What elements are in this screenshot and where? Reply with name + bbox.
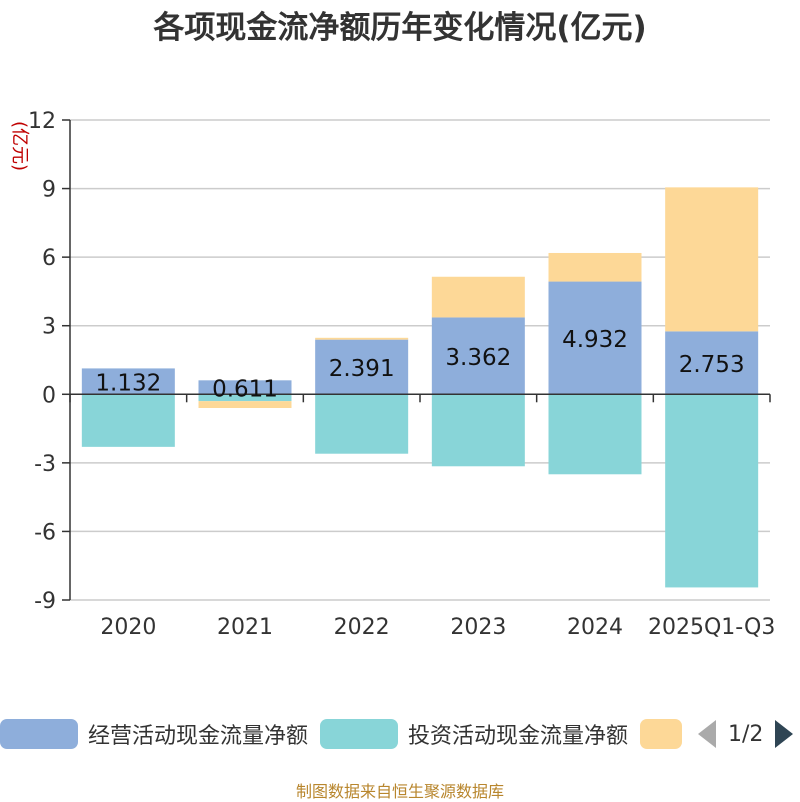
- data-label-operating: 3.362: [445, 345, 511, 371]
- legend: 经营活动现金流量净额 投资活动现金流量净额 1/2: [0, 716, 800, 756]
- y-tick-label: -9: [34, 589, 56, 614]
- grid-layer: [70, 119, 770, 601]
- legend-pager: 1/2: [698, 716, 794, 752]
- y-axis-unit-label: (亿元): [9, 121, 30, 171]
- legend-label-operating: 经营活动现金流量净额: [88, 724, 309, 749]
- bar-operating-2021: [198, 380, 292, 395]
- x-tick-label: 2022: [334, 615, 390, 640]
- y-tick-label: 6: [42, 246, 56, 271]
- y-tick-label: 9: [42, 178, 56, 203]
- data-label-operating: 4.932: [562, 327, 628, 353]
- y-tick-label: 3: [42, 315, 56, 340]
- bar-investing-2021: [198, 394, 292, 402]
- bar-investing-2025Q1-Q3: [665, 394, 759, 588]
- y-tick-label: -3: [34, 452, 56, 477]
- data-label-operating: 2.391: [329, 356, 395, 382]
- prev-page-icon[interactable]: [698, 720, 716, 748]
- data-label-operating: 2.753: [679, 352, 745, 378]
- source-note: 制图数据来自恒生聚源数据库: [295, 782, 504, 801]
- bar-operating-2022: [315, 339, 409, 395]
- bar-operating-2025Q1-Q3: [665, 331, 759, 395]
- legend-item-operating[interactable]: 经营活动现金流量净额: [0, 716, 308, 752]
- bar-operating-2023: [431, 317, 525, 395]
- legend-swatch-financing: [640, 719, 682, 749]
- bar-financing-2025Q1-Q3: [665, 187, 759, 332]
- legend-page-indicator: 1/2: [728, 721, 764, 747]
- bar-layer: [81, 187, 759, 588]
- x-tick-label: 2023: [450, 615, 506, 640]
- x-tick-label: 2020: [100, 615, 156, 640]
- data-label-operating: 1.132: [95, 370, 161, 396]
- y-tick-label: -6: [34, 520, 56, 545]
- bar-financing-2021: [198, 401, 292, 408]
- x-tick-label: 2025Q1-Q3: [648, 615, 775, 640]
- bar-investing-2020: [81, 394, 175, 447]
- legend-swatch-investing: [320, 719, 398, 749]
- legend-swatch-operating: [0, 719, 78, 749]
- bar-investing-2023: [431, 394, 525, 467]
- y-tick-label: 0: [42, 383, 56, 408]
- next-page-icon[interactable]: [775, 720, 794, 748]
- y-tick-label: 12: [28, 109, 56, 134]
- bar-investing-2022: [315, 394, 409, 454]
- bar-operating-2020: [81, 368, 175, 395]
- legend-item-financing[interactable]: [640, 716, 682, 752]
- bar-financing-2022: [315, 337, 409, 340]
- data-label-operating: 0.611: [212, 376, 278, 402]
- bar-operating-2024: [548, 281, 642, 395]
- x-tick-label: 2021: [217, 615, 273, 640]
- legend-label-investing: 投资活动现金流量净额: [408, 724, 629, 749]
- axis-layer: 12 9 6 3 0 -3 -6 -9 (亿元) 2020 2021 2022 2023 2024 2025…: [9, 109, 775, 640]
- bar-financing-2023: [431, 276, 525, 318]
- bar-investing-2024: [548, 394, 642, 475]
- bar-financing-2024: [548, 252, 642, 282]
- x-tick-label: 2024: [567, 615, 623, 640]
- legend-item-investing[interactable]: 投资活动现金流量净额: [320, 716, 628, 752]
- chart-title: 各项现金流净额历年变化情况(亿元): [153, 10, 647, 46]
- label-layer: 1.132 0.611 2.391 3.362 4.932 2.753: [95, 327, 744, 402]
